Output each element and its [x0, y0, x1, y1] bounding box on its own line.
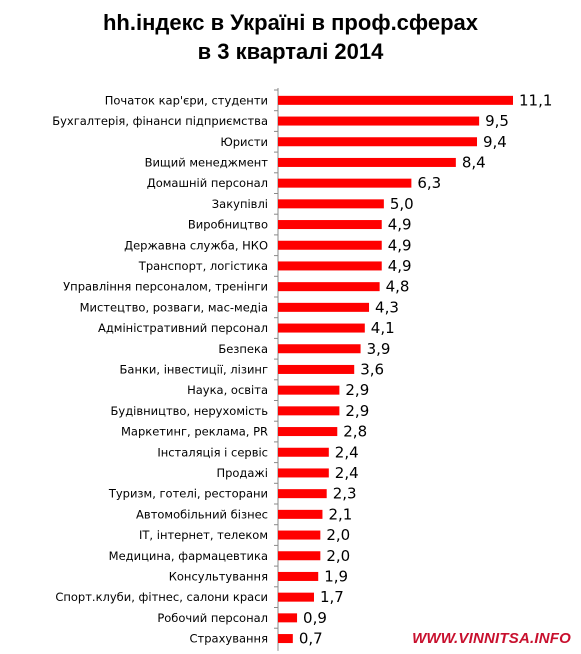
value-label: 1,7 — [320, 588, 344, 606]
category-label: Банки, інвестиції, лізинг — [120, 362, 268, 376]
value-label: 3,6 — [360, 360, 384, 378]
value-label: 4,9 — [388, 236, 412, 254]
value-label: 2,4 — [335, 464, 359, 482]
bar — [278, 592, 314, 602]
bar — [278, 344, 361, 354]
category-label: Транспорт, логістика — [138, 259, 268, 273]
category-label: Спорт.клуби, фітнес, салони краси — [55, 590, 268, 604]
bar — [278, 261, 382, 271]
value-label: 5,0 — [390, 195, 414, 213]
value-label: 2,4 — [335, 443, 359, 461]
watermark: WWW.VINNITSA.INFO — [412, 630, 571, 647]
category-label: Виробництво — [188, 218, 268, 232]
bar — [278, 282, 380, 292]
value-label: 4,8 — [386, 278, 410, 296]
bar — [278, 406, 340, 416]
value-label: 3,9 — [367, 340, 391, 358]
bar — [278, 634, 293, 644]
category-label: Початок кар'єри, студенти — [105, 93, 268, 107]
category-label: Закупівлі — [212, 197, 268, 211]
category-label: Маркетинг, реклама, PR — [121, 425, 268, 439]
bar — [278, 364, 355, 374]
value-label: 4,9 — [388, 257, 412, 275]
category-label: Консультування — [169, 569, 268, 583]
bar — [278, 95, 513, 105]
category-label: Мистецтво, розваги, мас-медіа — [80, 300, 268, 314]
chart-title-line-1: hh.індекс в Україні в проф.сферах — [102, 10, 479, 35]
bar — [278, 240, 382, 250]
category-label: Юристи — [220, 135, 268, 149]
value-label: 8,4 — [462, 153, 486, 171]
value-label: 0,9 — [303, 609, 327, 627]
value-label: 2,0 — [326, 526, 350, 544]
category-label: Наука, освіта — [187, 383, 268, 397]
bar — [278, 178, 412, 188]
value-label: 2,8 — [343, 423, 367, 441]
bar — [278, 199, 384, 209]
bars-layer: Початок кар'єри, студенти 11,1 Бухгалтерія… — [52, 88, 552, 651]
category-label: Продажі — [216, 466, 268, 480]
chart-title: hh.індекс в Україні в проф.сферах в 3 кв… — [0, 8, 581, 66]
bar — [278, 551, 321, 561]
category-label: Бухгалтерія, фінанси підприємства — [52, 114, 268, 128]
bar — [278, 137, 478, 147]
category-label: Туризм, готелі, ресторани — [108, 487, 268, 501]
value-label: 2,9 — [345, 402, 369, 420]
category-label: Адміністративний персонал — [98, 321, 268, 335]
value-label: 9,5 — [485, 112, 509, 130]
value-label: 4,9 — [388, 216, 412, 234]
category-label: Страхування — [190, 632, 268, 646]
value-label: 0,7 — [299, 630, 323, 648]
value-label: 2,9 — [345, 381, 369, 399]
category-label: Державна служба, НКО — [124, 238, 268, 252]
bar — [278, 427, 338, 437]
bar — [278, 468, 329, 478]
bar — [278, 220, 382, 230]
value-label: 1,9 — [324, 567, 348, 585]
category-label: Автомобільний бізнес — [136, 507, 268, 521]
category-label: Робочий персонал — [157, 611, 268, 625]
bar — [278, 571, 319, 581]
value-label: 2,1 — [328, 505, 352, 523]
bar — [278, 489, 327, 499]
value-label: 11,1 — [519, 91, 552, 109]
value-label: 2,3 — [333, 485, 357, 503]
category-label: Будівництво, нерухомість — [111, 404, 269, 418]
bar — [278, 302, 370, 312]
category-label: Вищий менеджмент — [145, 155, 269, 169]
bar — [278, 116, 480, 126]
bar — [278, 447, 329, 457]
category-label: Домашній персонал — [147, 176, 268, 190]
bar — [278, 323, 365, 333]
value-label: 4,1 — [371, 319, 395, 337]
bar — [278, 530, 321, 540]
category-label: Управління персоналом, тренінги — [63, 280, 268, 294]
category-label: Медицина, фармацевтика — [109, 549, 268, 563]
value-label: 9,4 — [483, 133, 507, 151]
category-label: Безпека — [218, 342, 268, 356]
chart-title-line-2: в 3 кварталі 2014 — [197, 39, 384, 64]
bar — [278, 157, 456, 167]
bar — [278, 385, 340, 395]
bar — [278, 613, 298, 623]
value-label: 6,3 — [417, 174, 441, 192]
category-label: IT, інтернет, телеком — [139, 528, 268, 542]
bar — [278, 509, 323, 519]
category-label: Інсталяція і сервіс — [157, 445, 268, 459]
value-label: 4,3 — [375, 298, 399, 316]
value-label: 2,0 — [326, 547, 350, 565]
